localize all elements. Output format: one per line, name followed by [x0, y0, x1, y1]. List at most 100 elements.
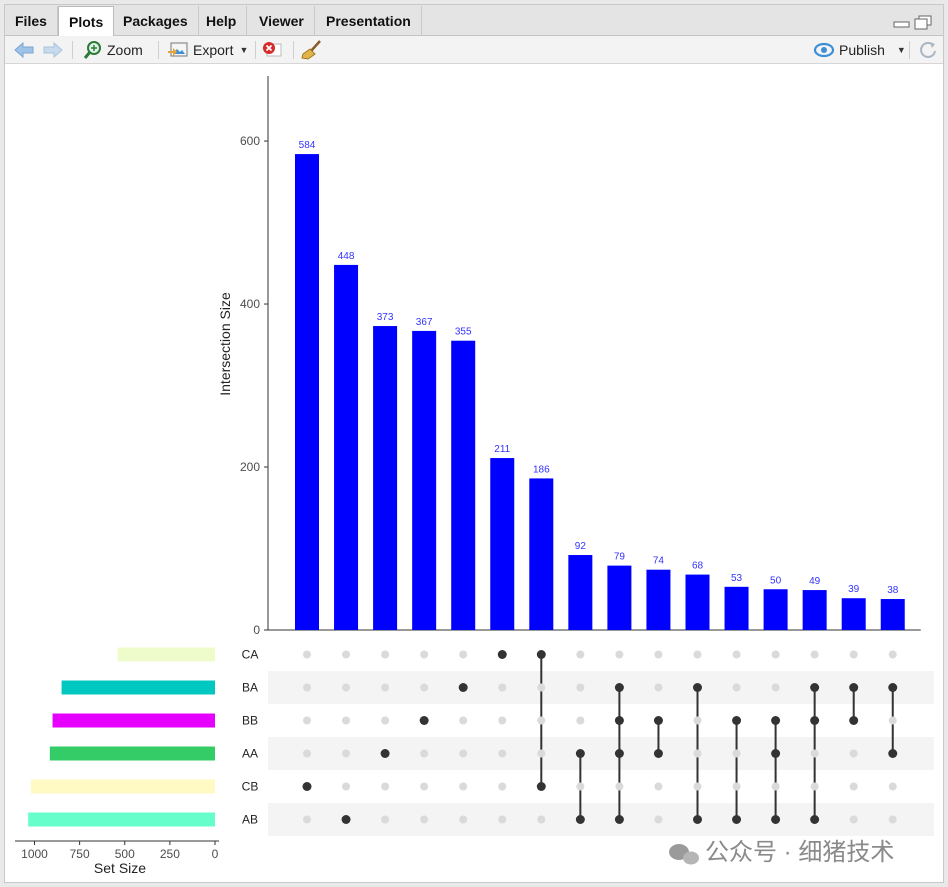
bar-value-label: 39	[848, 584, 860, 595]
y-tick-label: 200	[240, 460, 260, 474]
clear-all-button[interactable]	[301, 38, 323, 62]
set-size-tick-label: 500	[115, 847, 135, 861]
bar-value-label: 355	[455, 327, 472, 338]
matrix-dot-inactive	[576, 782, 585, 791]
matrix-row-stripe	[268, 737, 934, 770]
set-row-label: AA	[242, 747, 258, 761]
matrix-dot-active	[575, 815, 585, 824]
matrix-dot-active	[693, 683, 702, 692]
set-row-label: CA	[242, 648, 259, 662]
set-size-bar	[117, 647, 215, 662]
matrix-dot-inactive	[459, 749, 468, 758]
zoom-button[interactable]: Zoom	[83, 38, 143, 62]
intersection-bar	[295, 154, 319, 630]
matrix-dot-active	[380, 749, 390, 758]
publish-button[interactable]: Publish ▼	[813, 38, 906, 62]
matrix-dot-active	[810, 815, 820, 824]
plots-toolbar: Zoom Export ▼	[5, 36, 943, 64]
minimize-icon[interactable]	[893, 15, 911, 29]
tab-files[interactable]: Files	[5, 6, 58, 36]
matrix-dot-inactive	[849, 815, 858, 824]
maximize-icon[interactable]	[914, 15, 934, 31]
matrix-dot-inactive	[771, 683, 780, 692]
matrix-dot-inactive	[381, 683, 390, 692]
toolbar-divider	[293, 41, 294, 59]
export-button[interactable]: Export ▼	[167, 38, 248, 62]
arrow-left-icon	[14, 42, 34, 58]
matrix-dot-inactive	[576, 683, 585, 692]
matrix-dot-active	[693, 815, 702, 824]
matrix-dot-inactive	[303, 716, 311, 725]
chevron-down-icon: ▼	[896, 45, 906, 55]
set-size-axis-title: Set Size	[94, 860, 146, 876]
bar-value-label: 50	[770, 575, 782, 586]
matrix-dot-inactive	[498, 749, 507, 758]
matrix-dot-inactive	[654, 782, 663, 791]
matrix-dot-inactive	[381, 650, 390, 659]
tab-presentation[interactable]: Presentation	[316, 6, 422, 36]
matrix-dot-inactive	[498, 683, 507, 692]
y-tick-label: 0	[253, 623, 260, 637]
matrix-dot-inactive	[654, 683, 663, 692]
matrix-dot-active	[888, 749, 898, 758]
set-size-bar	[61, 680, 216, 695]
matrix-dot-active	[536, 782, 546, 791]
matrix-dot-active	[888, 683, 898, 692]
matrix-row-stripe	[268, 803, 934, 836]
matrix-dot-inactive	[420, 782, 429, 791]
chevron-down-icon: ▼	[239, 45, 249, 55]
set-size-tick-label: 750	[70, 847, 90, 861]
matrix-dot-inactive	[615, 650, 624, 659]
tab-bar: Files Plots Packages Help Viewer Present…	[5, 5, 943, 37]
matrix-dot-inactive	[537, 716, 546, 725]
plot-area: 0 200 400 600 Intersection Size 584 448 373 367 3…	[5, 64, 943, 882]
forward-button[interactable]	[42, 38, 64, 62]
zoom-icon	[83, 41, 101, 59]
remove-plot-button[interactable]	[262, 38, 282, 62]
upset-plot: 0 200 400 600 Intersection Size 584 448 373 367 3…	[15, 76, 934, 876]
set-size-bar	[52, 713, 215, 728]
matrix-dot-active	[575, 749, 585, 758]
tab-plots[interactable]: Plots	[58, 6, 115, 37]
matrix-dot-inactive	[303, 650, 311, 659]
matrix-dot-active	[810, 683, 820, 692]
tab-help[interactable]: Help	[196, 6, 248, 36]
matrix-dot-inactive	[498, 815, 507, 824]
refresh-button[interactable]	[918, 38, 938, 62]
tab-viewer[interactable]: Viewer	[249, 6, 315, 36]
bar-value-label: 49	[809, 576, 821, 587]
set-size-bar	[30, 779, 215, 794]
matrix-dot-inactive	[654, 650, 663, 659]
intersection-bar	[490, 458, 515, 630]
matrix-dot-inactive	[459, 716, 468, 725]
matrix-dot-active	[771, 815, 781, 824]
matrix-dot-inactive	[888, 650, 897, 659]
close-circle-icon	[263, 42, 282, 57]
set-size-tick-label: 250	[160, 847, 180, 861]
y-axis-title: Intersection Size	[217, 292, 233, 396]
matrix-dot-inactive	[849, 749, 858, 758]
matrix-dot-active	[302, 782, 312, 791]
intersection-bar	[802, 590, 827, 630]
matrix-dot-active	[653, 749, 663, 758]
intersection-bar	[334, 264, 359, 630]
matrix-dot-inactive	[342, 650, 351, 659]
matrix-dot-inactive	[576, 650, 585, 659]
matrix-dot-active	[614, 683, 624, 692]
set-row-label: BA	[242, 681, 258, 695]
matrix-dot-inactive	[420, 650, 429, 659]
matrix-dot-inactive	[342, 749, 351, 758]
bar-value-label: 74	[653, 556, 665, 567]
matrix-dot-active	[849, 683, 859, 692]
matrix-dot-inactive	[849, 782, 858, 791]
matrix-dot-inactive	[810, 650, 819, 659]
bar-value-label: 448	[338, 251, 355, 262]
export-label: Export	[193, 42, 234, 58]
matrix-dot-active	[810, 716, 820, 725]
matrix-dot-inactive	[693, 650, 702, 659]
toolbar-divider	[158, 41, 159, 59]
tab-packages[interactable]: Packages	[113, 6, 199, 36]
matrix-dot-inactive	[303, 815, 311, 824]
back-button[interactable]	[13, 38, 35, 62]
bar-value-label: 68	[692, 561, 704, 572]
